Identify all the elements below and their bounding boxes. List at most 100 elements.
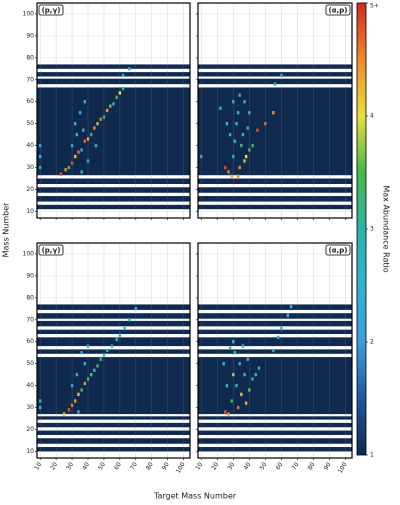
band (198, 320, 352, 327)
title-box (38, 4, 64, 16)
band (198, 178, 352, 184)
cell (277, 335, 280, 339)
cell (70, 403, 74, 407)
cell (235, 383, 238, 388)
cell (80, 148, 83, 152)
x-tick-label: 50 (97, 461, 107, 471)
y-tick-label: 20 (26, 426, 34, 433)
band (198, 64, 352, 69)
band (37, 204, 190, 210)
cell (118, 91, 122, 95)
cell (102, 353, 106, 357)
x-tick-label: 80 (307, 461, 317, 471)
band (198, 313, 352, 319)
y-tick-label: 50 (26, 360, 34, 367)
x-tick-label: 70 (291, 461, 301, 471)
band (37, 78, 190, 85)
cell (225, 383, 229, 388)
cell (230, 399, 233, 403)
cell (227, 412, 230, 416)
colorbar-tick-label: 1 (370, 452, 374, 459)
band (37, 64, 190, 69)
frame (197, 242, 353, 459)
cell (246, 126, 249, 130)
band (37, 430, 190, 435)
cell (82, 128, 85, 132)
x-tick-label: 70 (129, 461, 139, 471)
cell (89, 132, 93, 137)
y-tick-label: 80 (26, 54, 34, 61)
cell (225, 122, 229, 126)
cell (222, 362, 225, 366)
cell (75, 132, 79, 137)
cell (110, 344, 114, 348)
cell (64, 168, 67, 172)
cell (230, 174, 233, 178)
colorbar-tick-label: 3 (370, 226, 374, 233)
cell (38, 165, 42, 170)
band (37, 337, 190, 347)
cell (200, 154, 203, 159)
cell (232, 154, 235, 159)
cell (121, 86, 125, 91)
cell (93, 126, 96, 130)
cell (74, 122, 77, 126)
cell (86, 344, 90, 348)
cell (134, 307, 138, 311)
cell (77, 150, 80, 154)
cell (74, 154, 77, 159)
cell (273, 82, 277, 86)
y-tick-label: 90 (26, 272, 34, 279)
x-tick-label: 10 (194, 461, 204, 471)
x-tick-label: 50 (259, 461, 269, 471)
cell (233, 139, 237, 143)
cell (254, 372, 257, 377)
band (198, 337, 352, 347)
cell (128, 318, 131, 322)
y-tick-label: 90 (26, 32, 34, 39)
cell (118, 333, 122, 337)
cell (224, 410, 227, 414)
cell (228, 132, 232, 137)
cell (248, 148, 251, 152)
y-tick-label: 40 (26, 142, 34, 149)
x-tick-label: 100 (337, 461, 349, 475)
cell (38, 405, 42, 410)
cell (227, 170, 230, 174)
y-tick-label: 100 (23, 250, 35, 257)
y-tick-label: 10 (26, 448, 34, 455)
cell (241, 344, 245, 348)
cell (86, 137, 90, 141)
cell (38, 399, 42, 403)
band (37, 422, 190, 428)
band (37, 349, 190, 354)
frame (36, 242, 191, 459)
cell (238, 93, 241, 97)
cell (78, 111, 82, 115)
title-box (325, 4, 351, 16)
cell (86, 159, 90, 163)
cell (83, 139, 87, 143)
band (37, 72, 190, 77)
band (198, 87, 352, 176)
x-tick-label: 30 (65, 461, 75, 471)
cell (94, 143, 98, 148)
cell (112, 102, 115, 106)
cell (83, 100, 87, 104)
cell (257, 366, 261, 370)
cell (219, 106, 222, 110)
x-tick-label: 80 (145, 461, 155, 471)
cell (96, 122, 99, 126)
cell (93, 368, 96, 372)
cell (115, 95, 118, 99)
cell (70, 383, 74, 388)
panel (37, 3, 190, 218)
colorbar-label: Max Abundance Ratio (382, 185, 391, 272)
cell (244, 154, 248, 159)
cell (70, 161, 74, 165)
band (37, 187, 190, 193)
cell (232, 340, 235, 344)
cell (86, 377, 90, 381)
cell (67, 165, 71, 170)
